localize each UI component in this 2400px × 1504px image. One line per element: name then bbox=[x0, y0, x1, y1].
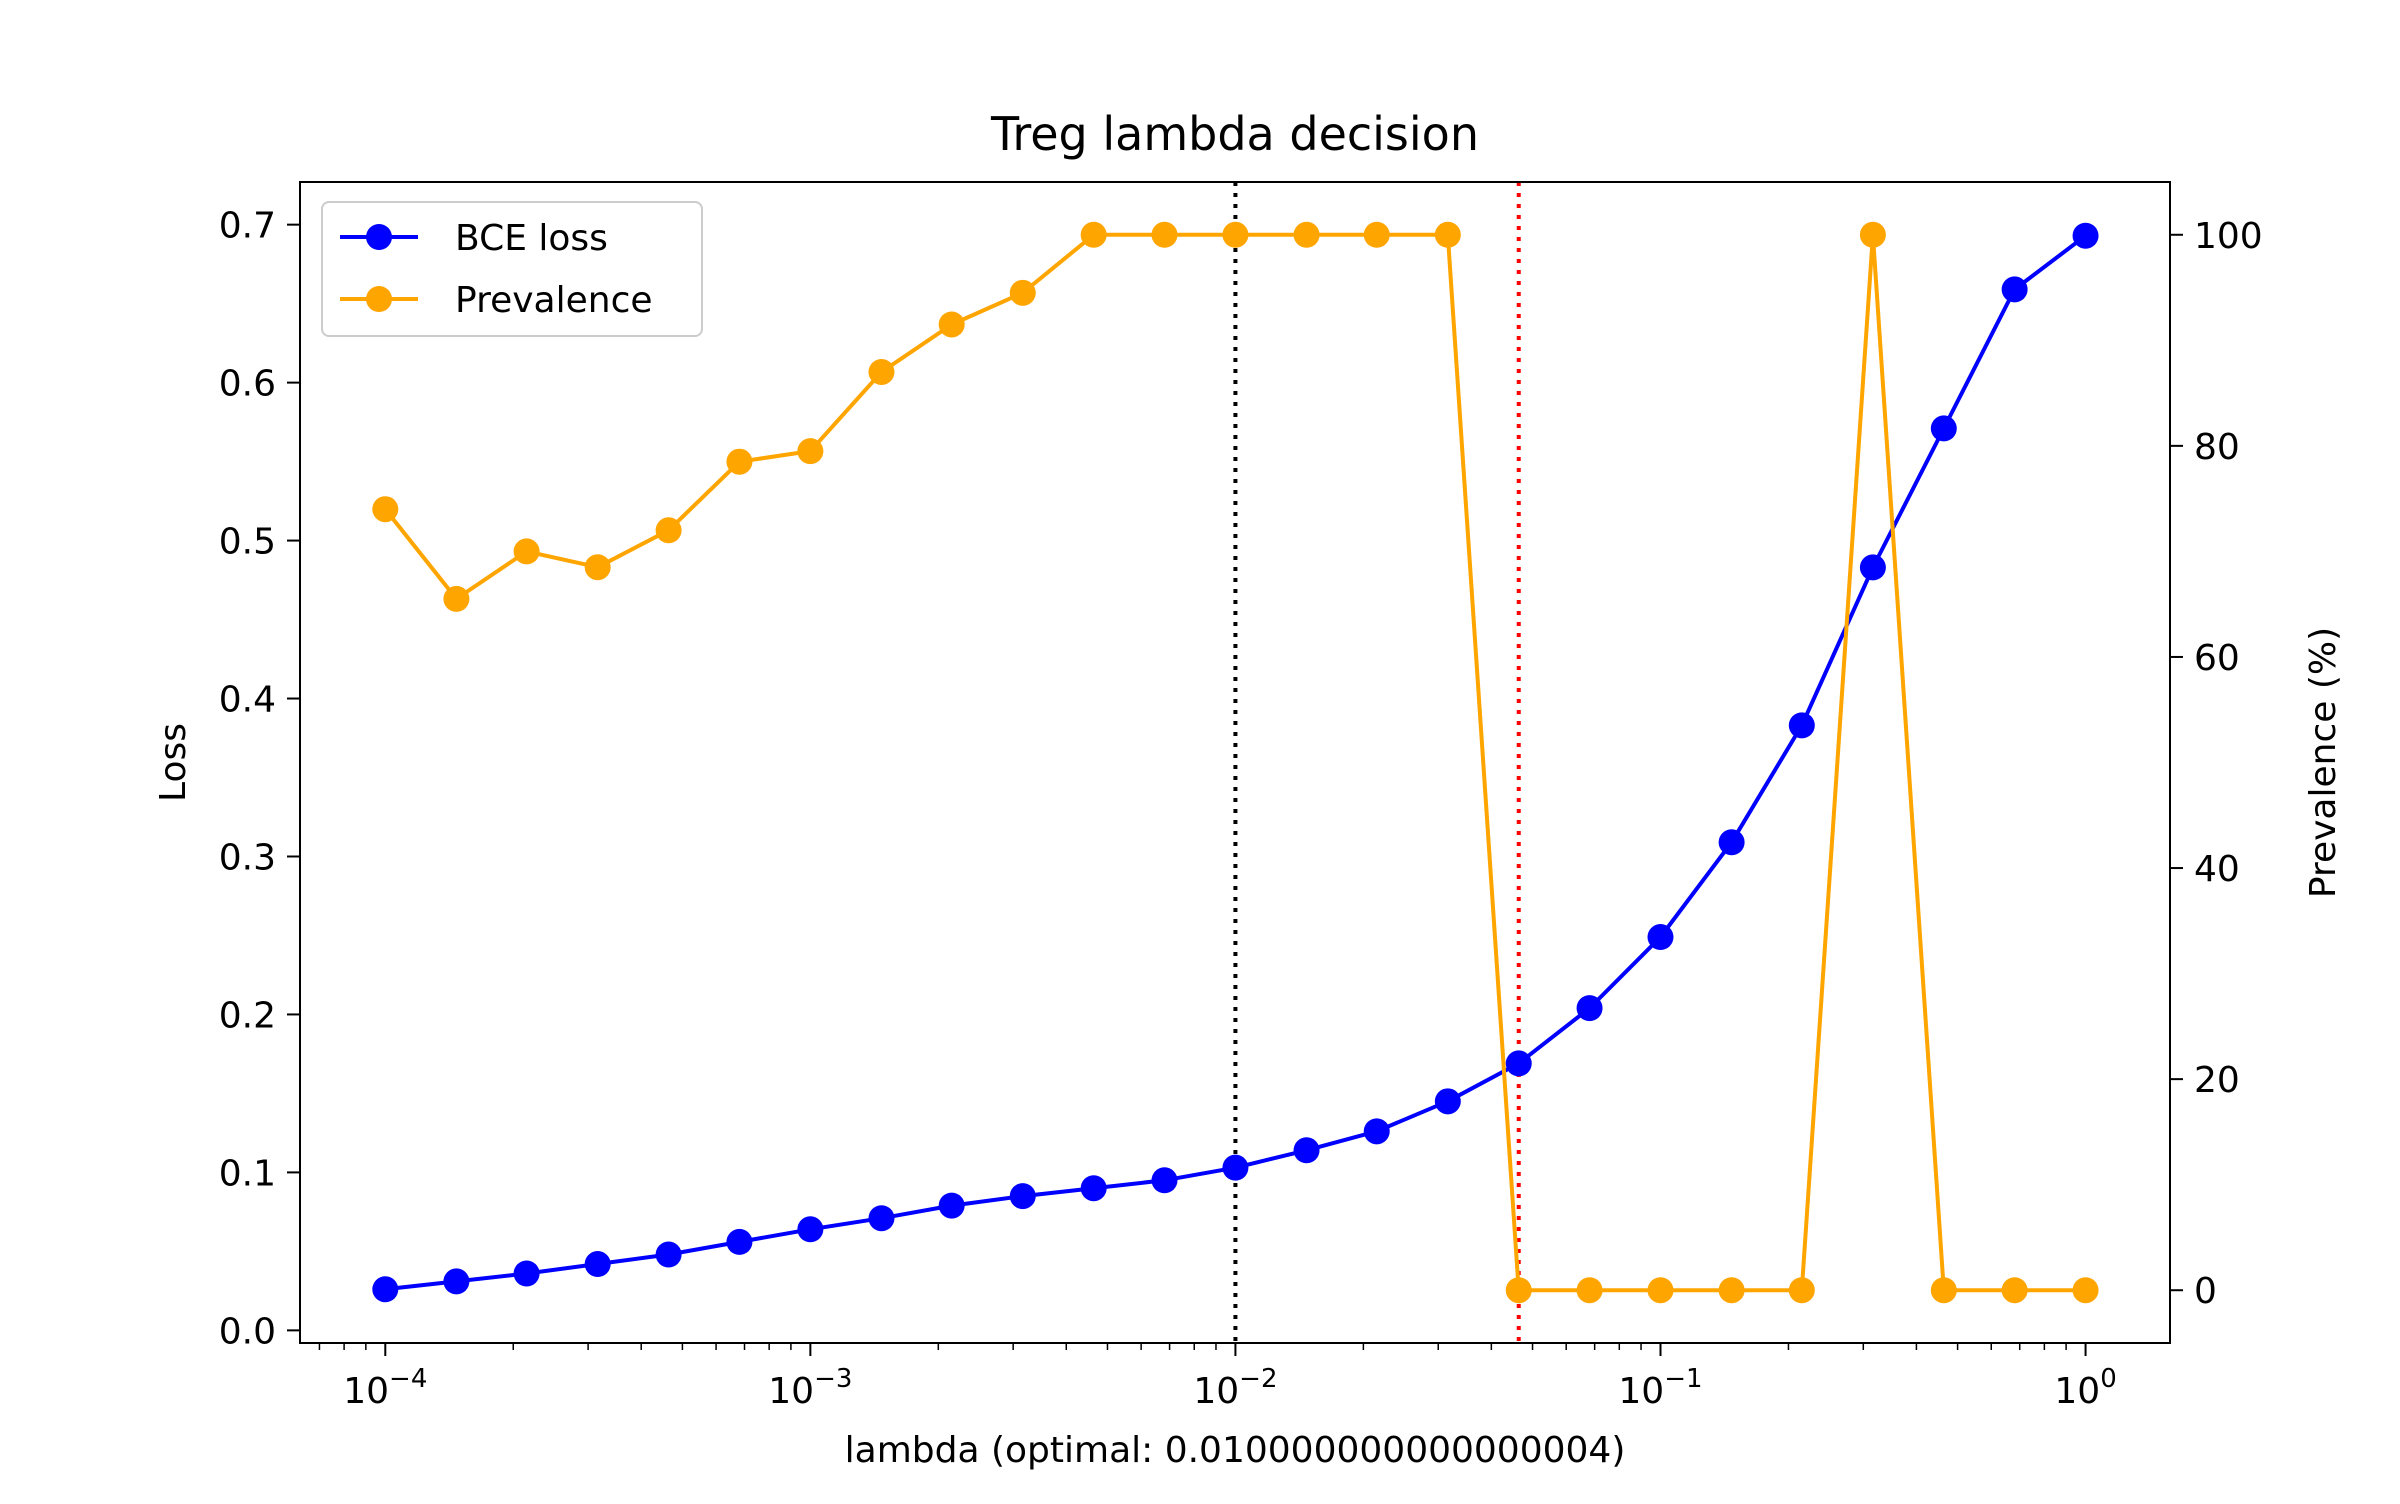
data-point bbox=[1080, 221, 1107, 248]
data-point bbox=[1434, 1088, 1461, 1115]
data-point bbox=[797, 1216, 824, 1243]
data-point bbox=[1151, 1167, 1178, 1194]
legend-label: BCE loss bbox=[455, 218, 608, 259]
data-point bbox=[726, 448, 753, 475]
data-point bbox=[1647, 1277, 1674, 1304]
data-point bbox=[1505, 1050, 1532, 1077]
data-point bbox=[1788, 712, 1815, 739]
y-tick-label: 0.5 bbox=[219, 522, 276, 563]
y2-tick-label: 60 bbox=[2194, 638, 2240, 679]
y-axis-left: 0.0 0.1 0.2 0.3 0.4 0.5 0.6 0.7 bbox=[219, 206, 300, 1352]
data-point bbox=[584, 554, 611, 581]
data-point bbox=[1576, 995, 1603, 1022]
x-tick-label: 100 bbox=[2054, 1364, 2116, 1412]
data-point bbox=[655, 1241, 682, 1268]
data-point bbox=[868, 358, 895, 385]
data-point bbox=[1788, 1277, 1815, 1304]
x-axis: 10−4 10−3 10−2 10−1 100 bbox=[318, 1343, 2117, 1412]
data-point bbox=[2001, 276, 2028, 303]
x-axis-label: lambda (optimal: 0.010000000000000004) bbox=[845, 1430, 1626, 1471]
data-point bbox=[1859, 221, 1886, 248]
series-bce-loss bbox=[372, 222, 2099, 1303]
data-point bbox=[1434, 221, 1461, 248]
legend-marker bbox=[366, 286, 392, 312]
data-point bbox=[938, 311, 965, 338]
series-prevalence bbox=[372, 221, 2099, 1304]
legend-label: Prevalence bbox=[455, 280, 653, 321]
x-tick-label: 10−2 bbox=[1193, 1364, 1277, 1412]
data-point bbox=[1222, 1154, 1249, 1181]
data-point bbox=[655, 517, 682, 544]
y-axis-right: 0 20 40 60 80 100 bbox=[2170, 216, 2263, 1312]
data-point bbox=[1363, 221, 1390, 248]
data-point bbox=[1222, 221, 1249, 248]
y2-tick-label: 0 bbox=[2194, 1271, 2217, 1312]
data-point bbox=[1718, 829, 1745, 856]
data-point bbox=[1009, 279, 1036, 306]
y2-tick-label: 40 bbox=[2194, 849, 2240, 890]
data-point bbox=[443, 1268, 470, 1295]
data-point bbox=[1363, 1118, 1390, 1145]
data-point bbox=[868, 1205, 895, 1232]
chart-title: Treg lambda decision bbox=[990, 107, 1479, 161]
data-point bbox=[2072, 1277, 2099, 1304]
y-tick-label: 0.4 bbox=[219, 680, 276, 721]
legend-marker bbox=[366, 224, 392, 250]
data-point bbox=[513, 1260, 540, 1287]
x-tick-label: 10−3 bbox=[768, 1364, 852, 1412]
data-point bbox=[1293, 221, 1320, 248]
series-layer bbox=[372, 221, 2099, 1304]
x-tick-label: 10−4 bbox=[343, 1364, 427, 1412]
data-point bbox=[1576, 1277, 1603, 1304]
y-tick-label: 0.0 bbox=[219, 1311, 276, 1352]
reference-lines bbox=[1233, 182, 1521, 1343]
data-point bbox=[797, 438, 824, 465]
data-point bbox=[1930, 415, 1957, 442]
data-point bbox=[1009, 1183, 1036, 1210]
data-point bbox=[1151, 221, 1178, 248]
legend: BCE loss Prevalence bbox=[321, 201, 703, 337]
y2-axis-label: Prevalence (%) bbox=[2303, 627, 2344, 898]
y-tick-label: 0.3 bbox=[219, 837, 276, 878]
data-point bbox=[1080, 1175, 1107, 1202]
data-point bbox=[584, 1251, 611, 1278]
data-point bbox=[1930, 1277, 1957, 1304]
data-point bbox=[372, 496, 399, 523]
y2-tick-label: 80 bbox=[2194, 427, 2240, 468]
data-point bbox=[372, 1276, 399, 1303]
data-point bbox=[938, 1192, 965, 1219]
y2-tick-label: 20 bbox=[2194, 1060, 2240, 1101]
y-tick-label: 0.2 bbox=[219, 995, 276, 1036]
data-point bbox=[513, 538, 540, 565]
data-point bbox=[1293, 1137, 1320, 1164]
y-tick-label: 0.6 bbox=[219, 364, 276, 405]
data-point bbox=[1647, 924, 1674, 951]
data-point bbox=[2001, 1277, 2028, 1304]
data-point bbox=[726, 1228, 753, 1255]
y-tick-label: 0.1 bbox=[219, 1153, 276, 1194]
data-point bbox=[1718, 1277, 1745, 1304]
data-point bbox=[1505, 1277, 1532, 1304]
x-tick-label: 10−1 bbox=[1618, 1364, 1702, 1412]
data-point bbox=[443, 585, 470, 612]
y-axis-label: Loss bbox=[153, 723, 194, 802]
y2-tick-label: 100 bbox=[2194, 216, 2263, 257]
data-point bbox=[1859, 554, 1886, 581]
y-tick-label: 0.7 bbox=[219, 206, 276, 247]
data-point bbox=[2072, 222, 2099, 249]
